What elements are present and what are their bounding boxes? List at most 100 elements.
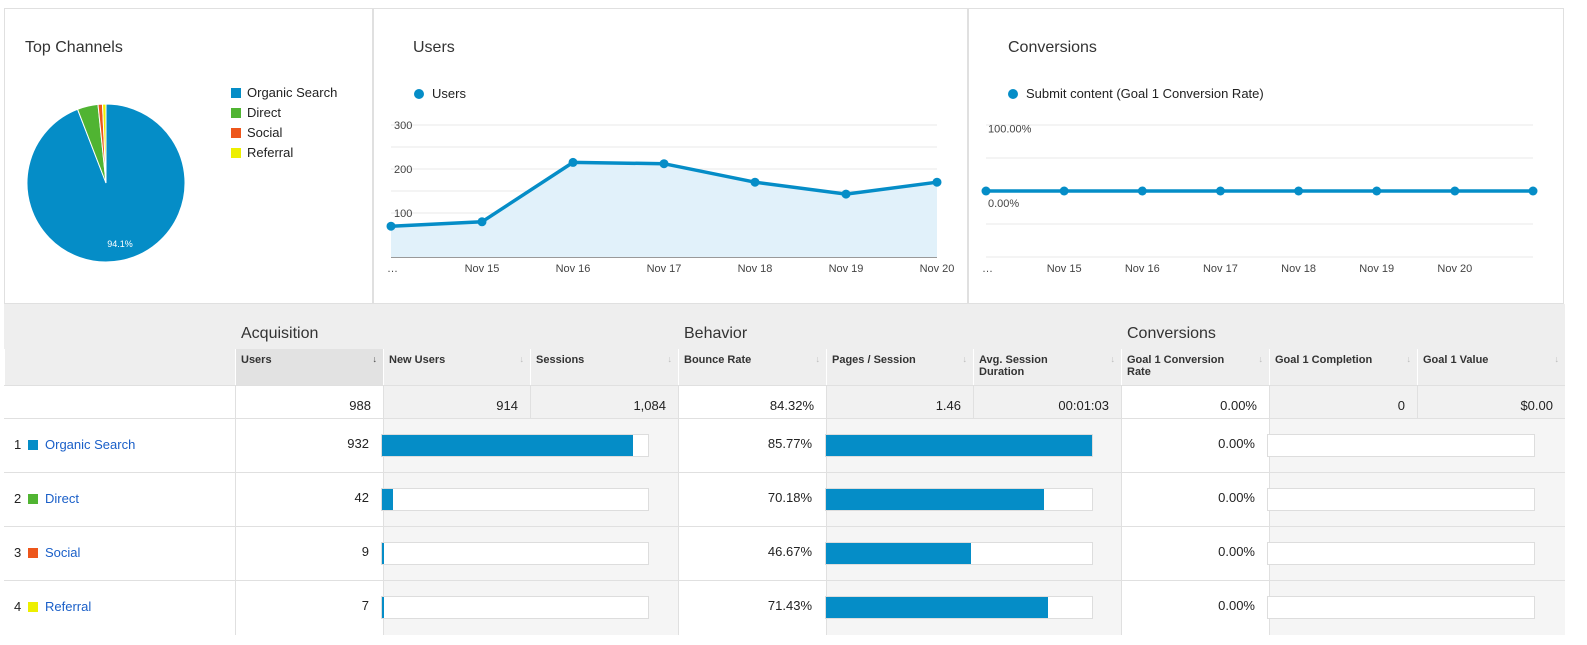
- data-point[interactable]: [1137, 186, 1147, 196]
- legend-swatch: [231, 147, 241, 158]
- x-tick-label: Nov 20: [920, 263, 955, 275]
- sort-icon[interactable]: ↓: [1110, 354, 1116, 364]
- conversions-title: Conversions: [1008, 39, 1097, 56]
- users-line-chart[interactable]: 300 200 100 … Nov 15 Nov 16 Nov 17 Nov 18 Nov 19…: [374, 117, 968, 287]
- pie-chart[interactable]: 94.1%: [5, 74, 205, 274]
- x-tick-label: Nov 15: [465, 263, 500, 275]
- col-goal-completion-label: Goal 1 Completion: [1275, 354, 1373, 366]
- data-point[interactable]: [477, 217, 487, 227]
- data-point[interactable]: [841, 189, 851, 199]
- users-share-bar: [381, 488, 649, 511]
- y-tick-label: 100.00%: [988, 123, 1032, 135]
- data-point[interactable]: [386, 221, 396, 231]
- legend-item-organic-search[interactable]: Organic Search: [231, 85, 337, 100]
- sort-icon[interactable]: ↓: [815, 354, 821, 364]
- total-bounce-rate: 84.32%: [678, 385, 826, 418]
- sort-icon[interactable]: ↓: [1554, 354, 1560, 364]
- legend-label: Organic Search: [247, 85, 338, 100]
- data-point[interactable]: [1528, 186, 1538, 196]
- row-index: 1: [14, 437, 22, 452]
- row-index: 2: [14, 491, 22, 506]
- col-avg-session[interactable]: Avg. Session Duration ↓: [973, 349, 1121, 385]
- legend-item-direct[interactable]: Direct: [231, 105, 281, 120]
- sort-icon[interactable]: ↓: [1406, 354, 1412, 364]
- goal-share-bar: [1267, 434, 1535, 457]
- sort-icon[interactable]: ↓: [667, 354, 673, 364]
- sort-icon[interactable]: ↓: [1258, 354, 1264, 364]
- legend-swatch: [231, 87, 241, 98]
- data-point[interactable]: [1372, 186, 1382, 196]
- col-new-users[interactable]: New Users ↓: [383, 349, 530, 385]
- legend-swatch: [231, 107, 241, 118]
- pie-slice-label: 94.1%: [107, 239, 133, 249]
- col-users[interactable]: Users ↓: [235, 349, 383, 385]
- y-tick-label: 200: [394, 164, 412, 176]
- bounce-share-bar-fill: [826, 435, 1092, 456]
- users-share-bar: [381, 596, 649, 619]
- users-share-bar-fill: [382, 435, 633, 456]
- col-pages-session[interactable]: Pages / Session ↓: [826, 349, 973, 385]
- users-share-bar-fill: [382, 543, 385, 564]
- sort-desc-icon[interactable]: ↓: [372, 354, 378, 364]
- conversions-line-chart[interactable]: 100.00% 0.00% … Nov 15 Nov 16 Nov 17 Nov 18 Nov…: [969, 117, 1563, 287]
- total-new-users: 914: [383, 385, 530, 418]
- col-bounce-rate[interactable]: Bounce Rate ↓: [678, 349, 826, 385]
- x-tick-label: Nov 15: [1047, 263, 1082, 275]
- col-goal-value[interactable]: Goal 1 Value ↓: [1417, 349, 1565, 385]
- col-sessions[interactable]: Sessions ↓: [530, 349, 678, 385]
- data-point[interactable]: [1294, 186, 1304, 196]
- col-goal-completion[interactable]: Goal 1 Completion ↓: [1269, 349, 1417, 385]
- channel-swatch: [28, 439, 38, 450]
- x-tick-label: Nov 19: [1359, 263, 1394, 275]
- total-avg-session: 00:01:03: [973, 385, 1121, 418]
- data-point[interactable]: [1450, 186, 1460, 196]
- channel-link[interactable]: Social: [45, 545, 81, 560]
- channel-label: 3 Social: [14, 545, 80, 560]
- sort-icon[interactable]: ↓: [962, 354, 968, 364]
- channel-link[interactable]: Direct: [45, 491, 79, 506]
- data-point[interactable]: [659, 159, 669, 169]
- conversions-legend-label: Submit content (Goal 1 Conversion Rate): [1026, 86, 1264, 101]
- col-goal-rate[interactable]: Goal 1 Conversion Rate ↓: [1121, 349, 1269, 385]
- group-acquisition-label: Acquisition: [241, 325, 319, 342]
- legend-item-referral[interactable]: Referral: [231, 145, 293, 160]
- legend-item-social[interactable]: Social: [231, 125, 282, 140]
- row-index: 3: [14, 545, 22, 560]
- data-point[interactable]: [981, 186, 991, 196]
- data-point[interactable]: [1059, 186, 1069, 196]
- data-point[interactable]: [1215, 186, 1225, 196]
- group-acquisition: Acquisition: [235, 304, 678, 349]
- channel-link[interactable]: Referral: [45, 599, 92, 614]
- legend-label: Social: [247, 125, 283, 140]
- bounce-share-bar: [825, 488, 1093, 511]
- pie-slice-referral[interactable]: [101, 103, 107, 184]
- bounce-share-bar-fill: [826, 489, 1044, 510]
- users-share-bar-fill: [382, 597, 384, 618]
- series-area: [391, 162, 937, 257]
- cell-bounce-rate: 85.77%: [678, 419, 826, 473]
- cell-users: 932: [235, 419, 383, 473]
- bounce-share-bar: [825, 542, 1093, 565]
- y-tick-label: 300: [394, 120, 412, 132]
- data-point[interactable]: [932, 177, 942, 187]
- data-point[interactable]: [750, 177, 760, 187]
- group-conversions-label: Conversions: [1127, 325, 1216, 342]
- table-row: 9 46.67% 0.00% 3 Social: [4, 526, 1565, 581]
- goal-share-bar: [1267, 488, 1535, 511]
- col-users-label: Users: [241, 354, 272, 366]
- data-point[interactable]: [568, 157, 578, 167]
- x-tick-label: …: [387, 263, 398, 275]
- channel-link[interactable]: Organic Search: [45, 437, 136, 452]
- cell-bounce-rate: 46.67%: [678, 527, 826, 581]
- legend-label: Direct: [247, 105, 281, 120]
- users-title: Users: [413, 39, 455, 56]
- bounce-share-bar-fill: [826, 597, 1048, 618]
- cell-users: 7: [235, 581, 383, 635]
- group-conversions: Conversions: [1121, 304, 1565, 349]
- x-tick-label: Nov 20: [1437, 263, 1472, 275]
- x-tick-label: Nov 17: [647, 263, 682, 275]
- users-share-bar: [381, 542, 649, 565]
- users-card: Users Users 300 200 100 … Nov 15 Nov 16 Nov 17…: [373, 8, 968, 304]
- total-goal-rate: 0.00%: [1121, 385, 1269, 418]
- sort-icon[interactable]: ↓: [519, 354, 525, 364]
